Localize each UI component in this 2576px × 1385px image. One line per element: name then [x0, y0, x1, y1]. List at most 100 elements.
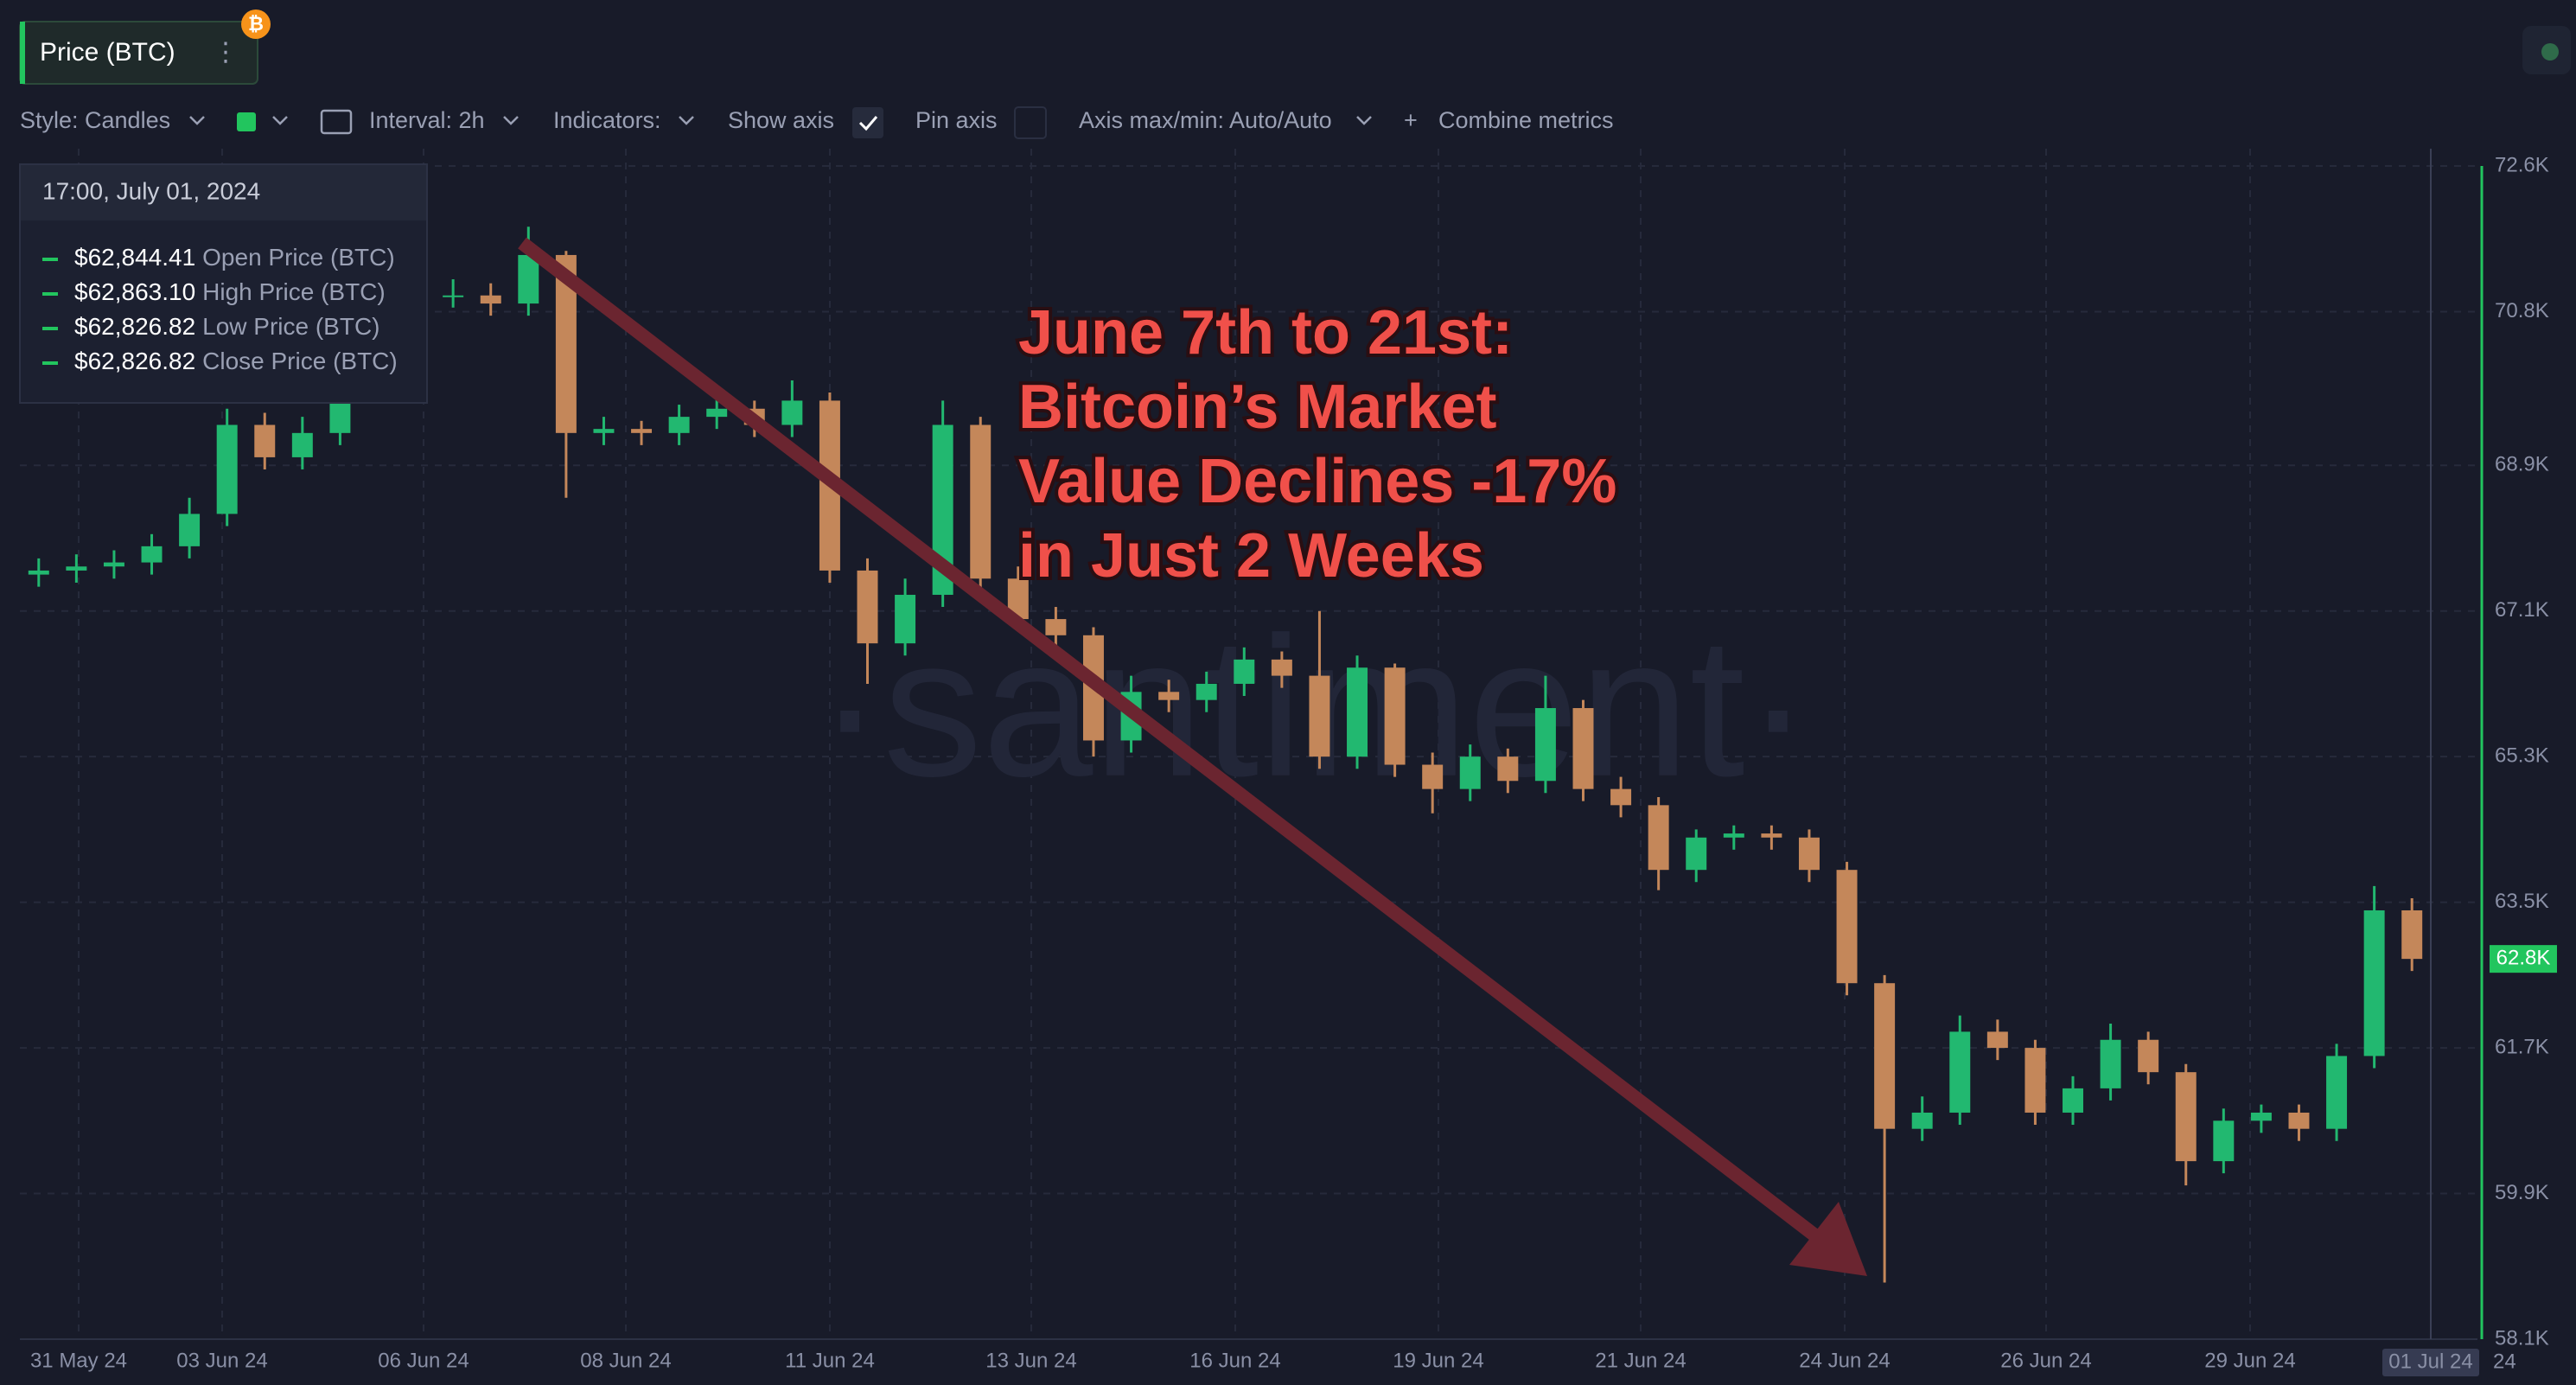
tooltip-value: $62,826.82 [74, 313, 195, 340]
tooltip-swatch [42, 361, 58, 365]
x-tick-label: 16 Jun 24 [1189, 1349, 1280, 1372]
x-tick-label: 11 Jun 24 [785, 1349, 875, 1372]
show-axis-label[interactable]: Show axis [728, 107, 834, 133]
tooltip-name: High Price (BTC) [202, 278, 386, 305]
candle-body [555, 254, 577, 433]
style-select[interactable]: Style: Candles [20, 107, 170, 133]
candle-body [1347, 667, 1368, 757]
axis-minmax-select[interactable]: Axis max/min: Auto/Auto [1079, 107, 1332, 133]
candle-body [1234, 659, 1255, 684]
trend-arrow [518, 237, 1828, 1248]
candle-body [1271, 659, 1292, 676]
candle-body [2401, 910, 2423, 960]
candle-body [2326, 1056, 2348, 1129]
candle-body [1911, 1112, 1933, 1129]
candle-body [895, 595, 916, 644]
tooltip-header [21, 165, 426, 220]
annotation-line: June 7th to 21st: [1018, 298, 1513, 367]
x-label-highlight [2382, 1349, 2479, 1376]
tooltip-value: $62,863.10 [74, 278, 195, 305]
candle-body [1422, 764, 1444, 789]
x-tick-label: 19 Jun 24 [1393, 1349, 1483, 1372]
candle-body [1497, 756, 1519, 782]
annotation-line: in Just 2 Weeks [1018, 521, 1484, 590]
interval-select[interactable]: Interval: 2h [369, 107, 485, 133]
candle-body [1836, 870, 1858, 984]
candle-body [2363, 910, 2385, 1056]
tooltip-row: $62,826.82 Low Price (BTC) [74, 313, 380, 340]
candle-body [66, 566, 87, 571]
candle-body [2288, 1112, 2310, 1129]
y-tick-label: 68.9K [2495, 453, 2549, 476]
candle-body [593, 429, 615, 433]
candle-body [141, 546, 163, 563]
tooltip-name: Low Price (BTC) [202, 313, 379, 340]
candle-body [2063, 1088, 2083, 1113]
tooltip-swatch [42, 258, 58, 261]
candle-body [1309, 675, 1330, 757]
annotation-line: Value Declines -17% [1018, 447, 1616, 516]
candle-body [1761, 833, 1782, 838]
pin-axis-label[interactable]: Pin axis [915, 107, 998, 133]
candle-body [706, 408, 728, 418]
tooltip-value: $62,826.82 [74, 348, 195, 374]
candles: 62.8K [28, 227, 2557, 1283]
tooltip-swatch [42, 292, 58, 296]
annotation-line: Bitcoin’s Market [1018, 373, 1496, 442]
candle-body [1534, 708, 1556, 782]
x-tick-label: 06 Jun 24 [378, 1349, 469, 1372]
tab-accent [20, 22, 25, 84]
chevron [679, 116, 694, 125]
tab-menu[interactable]: ⋮ [213, 38, 239, 67]
candle-body [2175, 1072, 2197, 1162]
x-tick-label: 13 Jun 24 [985, 1349, 1076, 1372]
x-tick-label: 03 Jun 24 [176, 1349, 267, 1372]
interval-icon [320, 109, 353, 135]
candle-body [103, 562, 124, 567]
candle-body [443, 295, 464, 297]
candle-body [970, 424, 992, 579]
btc-icon [241, 10, 271, 39]
candle-body [1648, 805, 1669, 871]
show-axis-checkbox[interactable] [852, 107, 883, 138]
candle-body [1610, 788, 1632, 806]
candle-body [291, 432, 313, 457]
candle-body [668, 417, 690, 433]
candle-body [216, 424, 238, 514]
y-tick-label: 58.1K [2495, 1326, 2549, 1350]
candle-body [480, 295, 501, 304]
tooltip-row: $62,844.41 Open Price (BTC) [74, 244, 395, 271]
candle-body [1986, 1031, 2008, 1049]
candle-body [2213, 1120, 2235, 1162]
candle-body [2250, 1112, 2272, 1121]
chevron [503, 116, 519, 125]
candle-body [179, 514, 201, 546]
x-tick-label: 31 May 24 [30, 1349, 127, 1372]
candle-body [1007, 578, 1029, 620]
indicators-select[interactable]: Indicators: [553, 107, 661, 133]
candle-body [631, 429, 653, 433]
arrow-head [1789, 1202, 1867, 1276]
color-swatch[interactable] [237, 112, 256, 131]
candle-body [518, 254, 539, 304]
x-tick-label: 24 Jun 24 [1799, 1349, 1890, 1372]
tooltip-value: $62,844.41 [74, 244, 195, 271]
y-tick-label: 65.3K [2495, 744, 2549, 768]
candle-body [1874, 983, 1896, 1129]
pin-axis-checkbox[interactable] [1014, 106, 1047, 139]
chevron [272, 116, 288, 125]
candle-body [2100, 1039, 2121, 1088]
tooltip-name: Open Price (BTC) [202, 244, 395, 271]
candle-body [1572, 708, 1594, 789]
candle-body [1798, 837, 1820, 871]
y-tick-label: 70.8K [2495, 299, 2549, 322]
x-tick-label: 21 Jun 24 [1595, 1349, 1686, 1372]
tooltip-name: Close Price (BTC) [202, 348, 398, 374]
candle-body [1158, 692, 1180, 700]
candle-body [1949, 1031, 1971, 1113]
y-tick-label: 63.5K [2495, 890, 2549, 913]
combine-metrics[interactable]: Combine metrics [1438, 107, 1614, 133]
tooltip-swatch [42, 327, 58, 330]
